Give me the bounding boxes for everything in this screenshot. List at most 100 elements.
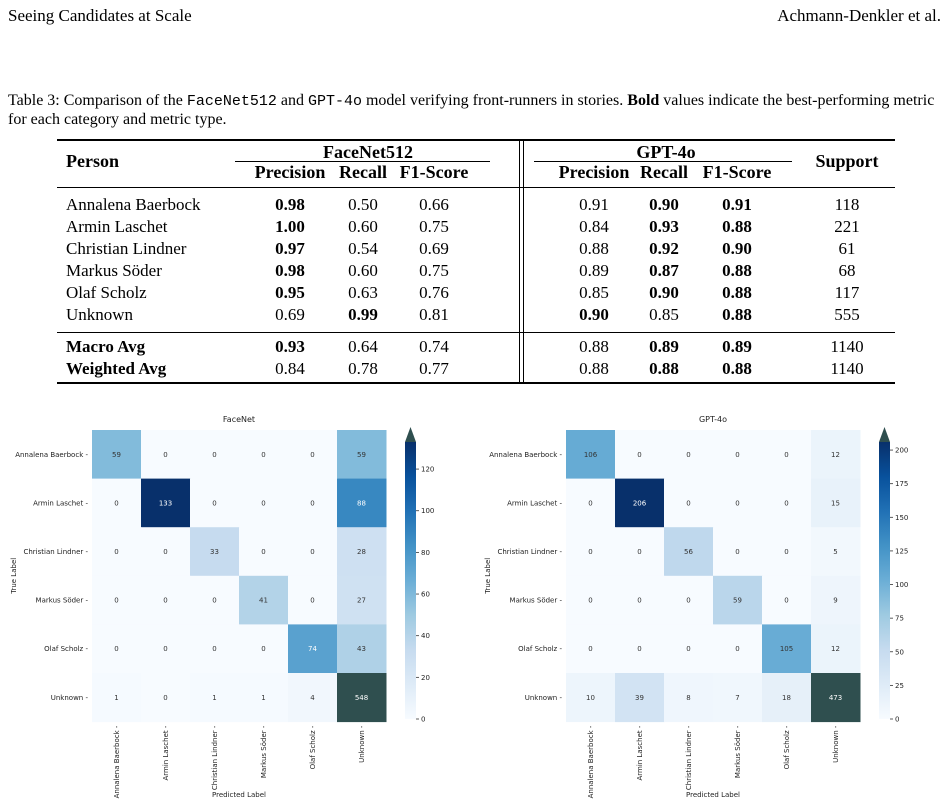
heatmap-cell: [811, 673, 861, 723]
heatmap-cell-value: 0: [588, 499, 592, 507]
cell-facenet-value: 0.81: [419, 305, 449, 324]
heatmap-cell: [288, 430, 338, 480]
heatmap-cell-value: 59: [112, 451, 121, 459]
heatmap-cell-value: 0: [114, 499, 118, 507]
cell-facenet-value: 0.93: [275, 337, 305, 356]
heatmap-cell-value: 0: [784, 548, 788, 556]
heatmap-cell: [239, 478, 289, 528]
heatmap-cell-value: 59: [733, 597, 742, 605]
heatmap-cell-value: 9: [833, 597, 837, 605]
heatmap-cell-value: 43: [357, 645, 366, 653]
heatmap-cell: [337, 575, 387, 625]
colorbar-tick-label: 200: [895, 447, 908, 455]
cell-facenet-value: 0.78: [348, 359, 378, 378]
heatmap-cell-value: 0: [114, 645, 118, 653]
cell-facenet-value: 0.60: [348, 261, 378, 280]
colorbar-tick-label: 75: [895, 615, 904, 623]
cell-gpt4o-value: 0.91: [722, 195, 752, 214]
heatmap-cell-value: 0: [637, 548, 641, 556]
heatmap-cell: [337, 430, 387, 480]
heatmap-cell: [92, 527, 142, 577]
heatmap-cell-value: 548: [355, 694, 368, 702]
heatmap-cell: [713, 575, 763, 625]
cell-gpt4o-value: 0.85: [649, 305, 679, 324]
heatmap-cell-value: 0: [784, 451, 788, 459]
cell-gpt4o-value: 0.88: [722, 261, 752, 280]
heatmap-cell-value: 5: [833, 548, 837, 556]
heatmap-cell: [566, 575, 616, 625]
heatmap-cell: [762, 478, 812, 528]
heatmap-cell: [288, 575, 338, 625]
y-tick-label: Annalena Baerbock -: [489, 451, 562, 459]
heatmap-cell-value: 28: [357, 548, 366, 556]
heatmap-cell: [337, 673, 387, 723]
caption-model-b: GPT-4o: [307, 93, 362, 110]
y-tick-label: Unknown -: [51, 694, 89, 702]
cell-facenet-value: 0.76: [419, 283, 449, 302]
heatmap-cell: [190, 575, 240, 625]
heatmap-cell-value: 0: [588, 548, 592, 556]
heatmap-cell-value: 0: [735, 645, 739, 653]
heatmap-title: FaceNet: [223, 415, 255, 424]
row-person-name: Christian Lindner: [66, 239, 187, 258]
heatmap-cell: [762, 430, 812, 480]
heatmap-cell: [713, 673, 763, 723]
cell-gpt4o-value: 0.88: [722, 305, 752, 324]
heatmap-cell-value: 0: [310, 548, 314, 556]
heatmap-cell-value: 0: [114, 597, 118, 605]
heatmap-cell: [190, 430, 240, 480]
header-gpt4o-precision: Precision: [558, 162, 630, 182]
heatmap-cell-value: 0: [588, 645, 592, 653]
row-person-name: Olaf Scholz: [66, 283, 147, 302]
colorbar-tick-label: 120: [421, 466, 434, 474]
heatmap-cell: [615, 624, 665, 674]
caption-model-a: FaceNet512: [186, 93, 277, 110]
cell-gpt4o-value: 0.90: [649, 195, 679, 214]
cell-gpt4o-value: 0.88: [579, 337, 609, 356]
heatmap-cell-value: 106: [584, 451, 598, 459]
heatmap-cell: [141, 430, 191, 480]
heatmap-cell: [190, 527, 240, 577]
cell-facenet-value: 0.63: [348, 283, 378, 302]
x-tick-label: Christian Lindner -: [685, 725, 693, 790]
heatmap-cell: [566, 624, 616, 674]
cell-facenet-value: 0.50: [348, 195, 378, 214]
x-tick-label: Christian Lindner -: [211, 725, 219, 790]
heatmap-cell-value: 0: [212, 499, 216, 507]
heatmap-title: GPT-4o: [699, 415, 727, 424]
cell-gpt4o-value: 0.88: [722, 217, 752, 236]
heatmap-cell-value: 0: [686, 451, 690, 459]
row-person-name: Annalena Baerbock: [66, 195, 201, 214]
heatmap-cell: [239, 430, 289, 480]
cell-facenet-value: 0.95: [275, 283, 305, 302]
heatmap-cell: [92, 430, 142, 480]
heatmap-cell-value: 0: [261, 645, 265, 653]
heatmap-cell-value: 59: [357, 451, 366, 459]
heatmap-cell-value: 0: [212, 451, 216, 459]
caption-mid1: and: [276, 92, 308, 109]
heatmap-cell: [713, 478, 763, 528]
heatmap-cell: [190, 624, 240, 674]
heatmap-cell-value: 0: [212, 597, 216, 605]
heatmap-cell: [811, 624, 861, 674]
row-person-name: Weighted Avg: [66, 359, 167, 378]
x-tick-label: Unknown -: [832, 725, 840, 763]
x-tick-label: Armin Laschet -: [636, 725, 644, 780]
cell-support-value: 221: [834, 217, 860, 236]
colorbar-tick-label: 0: [895, 716, 899, 724]
table-header-rule: [57, 187, 895, 188]
colorbar: [879, 442, 890, 719]
heatmap-cell: [190, 478, 240, 528]
cell-gpt4o-value: 0.88: [649, 359, 679, 378]
cell-support-value: 118: [834, 195, 860, 214]
heatmap-cell-value: 41: [259, 597, 268, 605]
header-group-gpt4o: GPT-4o: [636, 142, 696, 162]
heatmap-cell: [664, 430, 714, 480]
heatmap-cell: [141, 527, 191, 577]
heatmap-cell: [337, 527, 387, 577]
row-person-name: Macro Avg: [66, 337, 146, 356]
heatmap-cell: [811, 575, 861, 625]
row-person-name: Unknown: [66, 305, 134, 324]
heatmap-cell-value: 12: [831, 645, 840, 653]
heatmap-cell-value: 0: [163, 597, 167, 605]
